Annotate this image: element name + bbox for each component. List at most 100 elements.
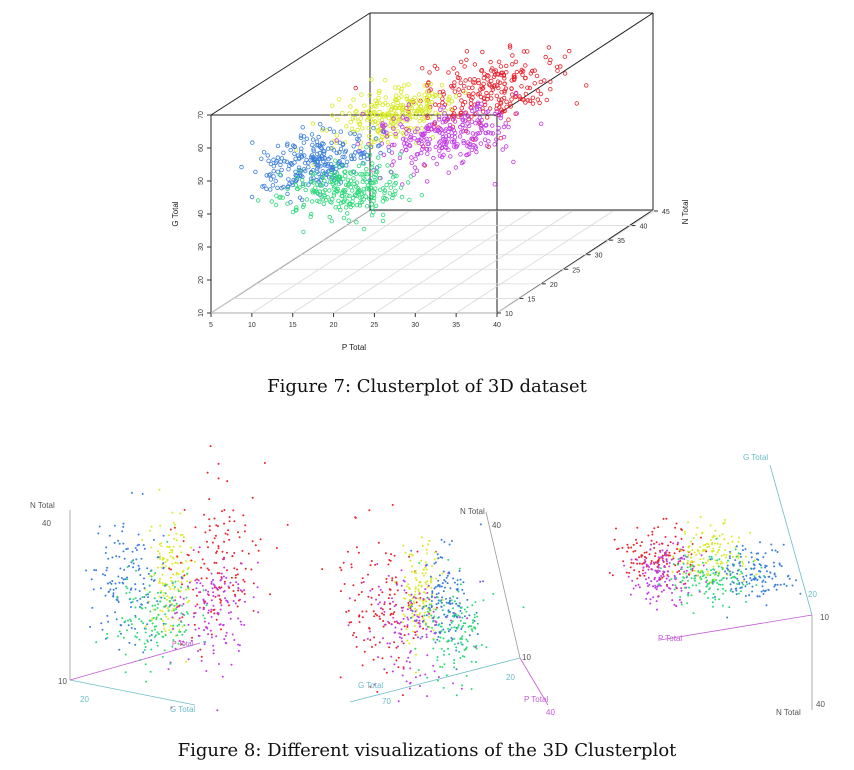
- p2-points-point-red: [370, 603, 373, 606]
- p2-points-point-green: [452, 595, 455, 598]
- fig7-point-green: [273, 202, 279, 208]
- p2-points-point-blue: [448, 623, 451, 626]
- p1-points-point-green: [144, 631, 147, 634]
- fig7-point-blue: [338, 129, 343, 134]
- fig7-point-yellow: [379, 137, 384, 142]
- p1-points-point-blue: [138, 543, 140, 546]
- p1-points-point-green: [187, 587, 190, 589]
- p1-points-point-yellow: [175, 571, 178, 574]
- p2-points-point-magenta: [393, 605, 396, 608]
- fig7-point-blue: [275, 155, 280, 160]
- p2-points-point-green: [446, 640, 449, 643]
- p1-points-point-red: [226, 551, 228, 554]
- p2-points-point-blue: [410, 549, 413, 552]
- p1-points-point-blue: [123, 568, 126, 571]
- p1-points-point-green: [145, 680, 148, 683]
- p2-points-point-magenta: [398, 632, 401, 635]
- p3-points-point-green: [735, 555, 738, 558]
- p1-points-point-blue: [137, 564, 140, 567]
- p2-points-point-red: [372, 658, 375, 661]
- p3-points-point-yellow: [720, 560, 723, 563]
- p2-points-point-red: [378, 641, 381, 644]
- fig7-point-yellow: [406, 82, 411, 87]
- p2-points-point-magenta: [466, 617, 469, 620]
- p2-points-point-magenta: [401, 640, 403, 643]
- p1-points-point-red: [228, 538, 231, 541]
- p1-points-point-magenta: [243, 624, 246, 626]
- p2-points-point-blue: [444, 586, 446, 589]
- p2-points-point-green: [471, 604, 474, 607]
- p3-points-point-green: [697, 570, 700, 573]
- p2-points-point-magenta: [433, 670, 436, 673]
- p1-points-point-yellow: [141, 539, 144, 541]
- p2-points-point-blue: [415, 619, 418, 622]
- p1-points-point-blue: [109, 588, 112, 591]
- p3-points-point-red: [648, 553, 651, 556]
- p2-points-point-red: [403, 634, 406, 637]
- p3-points-point-blue: [735, 589, 738, 592]
- p2-points-point-magenta: [419, 637, 422, 640]
- p2-points-point-green: [447, 558, 450, 561]
- p2-points-point-green: [439, 625, 442, 628]
- p2-points-point-red: [397, 656, 400, 659]
- fig7-point-red: [456, 87, 461, 92]
- p2-points-point-blue: [437, 557, 440, 560]
- p2-points-point-green: [451, 620, 454, 623]
- p3-points-point-magenta: [648, 583, 651, 586]
- p1-points-point-yellow: [172, 584, 174, 587]
- p1-points-point-green: [154, 604, 156, 607]
- fig7-point-yellow: [374, 100, 380, 105]
- p1-points-point-magenta: [182, 602, 185, 605]
- p3-points-point-green: [691, 584, 694, 587]
- figure8-caption: Figure 8: Different visualizations of th…: [177, 740, 677, 761]
- p2-points-point-yellow: [418, 581, 421, 584]
- fig7-point-blue: [361, 154, 367, 160]
- fig7-point-magenta: [408, 133, 414, 138]
- figure7-caption: Figure 7: Clusterplot of 3D dataset: [267, 376, 587, 397]
- p1-points-point-green: [126, 629, 128, 632]
- fig7-point-magenta: [412, 165, 418, 170]
- p3-points-point-blue: [735, 545, 738, 548]
- p2-points-point-yellow: [411, 612, 414, 615]
- p1-points-point-red: [204, 531, 207, 534]
- fig7-point-red: [489, 90, 494, 96]
- fig7-point-yellow: [355, 127, 360, 133]
- p2-points-point-magenta: [406, 616, 409, 619]
- panel1-g-label: G Total: [170, 705, 195, 714]
- fig7-point-blue: [317, 156, 322, 161]
- p3-points-point-red: [630, 561, 633, 564]
- p3-points-point-yellow: [755, 573, 758, 576]
- p1-points-point-green: [131, 559, 134, 562]
- p3-points-point-red: [643, 551, 646, 554]
- p1-points-point-magenta: [224, 597, 227, 600]
- fig7-point-red: [489, 96, 494, 101]
- p1-points-point-green: [153, 625, 156, 628]
- fig7-point-yellow: [383, 95, 388, 100]
- fig7-point-green: [333, 205, 338, 210]
- fig7-point-green: [346, 218, 351, 223]
- p2-points-point-red: [382, 625, 385, 628]
- fig7-point-green: [327, 214, 332, 220]
- p3-points-point-yellow: [737, 557, 740, 560]
- p3-points-point-yellow: [729, 552, 732, 555]
- p1-points-point-yellow: [167, 534, 170, 537]
- p3-points-point-blue: [739, 552, 742, 555]
- p3-points-point-yellow: [721, 562, 724, 565]
- p1-points-point-magenta: [235, 581, 238, 584]
- p1-points-point-green: [148, 619, 151, 622]
- p3-points-point-green: [718, 598, 721, 601]
- fig7-point-magenta: [389, 162, 395, 168]
- p1-points-point-yellow: [157, 566, 160, 569]
- p1-points-point-yellow: [186, 601, 189, 604]
- p1-points-point-green: [171, 645, 174, 648]
- fig7-point-magenta: [473, 120, 478, 126]
- p3-points-point-red: [636, 526, 639, 529]
- p2-points-point-yellow: [405, 628, 408, 631]
- p2-points-point-magenta: [425, 628, 428, 631]
- p2-points-point-yellow: [425, 548, 428, 551]
- p3-points-point-magenta: [665, 553, 668, 556]
- p1-points-point-green: [129, 597, 132, 600]
- p3-points-point-magenta: [630, 558, 633, 561]
- p3-points-point-red: [705, 550, 708, 553]
- p3-points-point-green: [712, 593, 715, 595]
